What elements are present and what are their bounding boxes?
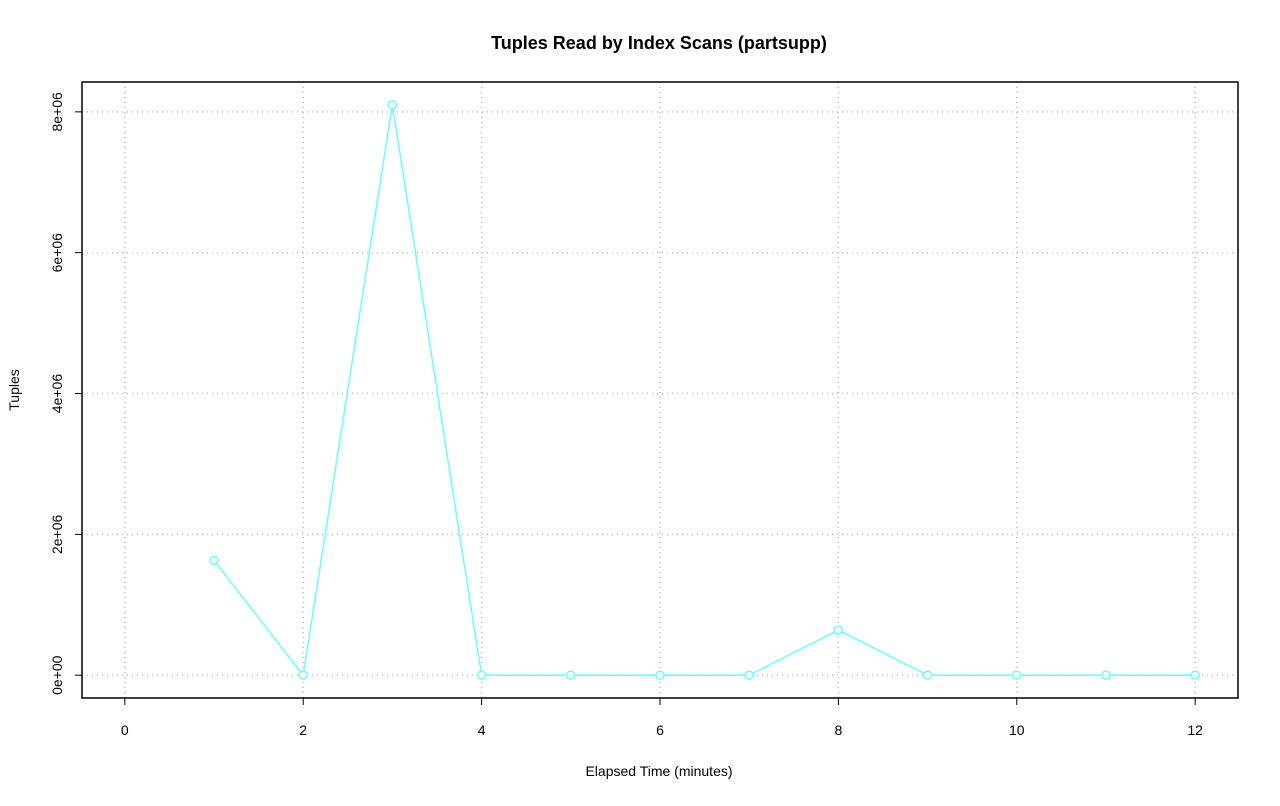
y-tick-label: 8e+06 bbox=[49, 92, 65, 132]
data-point bbox=[1190, 670, 1200, 680]
x-axis-label: Elapsed Time (minutes) bbox=[585, 763, 732, 779]
data-point bbox=[922, 670, 933, 680]
data-point bbox=[387, 100, 398, 110]
data-point bbox=[566, 670, 576, 680]
data-point bbox=[476, 670, 487, 680]
x-tick-label: 0 bbox=[121, 722, 129, 738]
y-tick-label: 0e+00 bbox=[49, 655, 65, 695]
data-point bbox=[1012, 670, 1022, 680]
plot-area: 0 2 4 6 8 10 12 0e+00 2e+06 4e+06 6e+06 8e+06 bbox=[49, 82, 1238, 738]
series-line bbox=[213, 104, 1196, 678]
data-point bbox=[209, 555, 219, 566]
x-tick-label: 8 bbox=[834, 722, 842, 738]
x-tick-label: 12 bbox=[1187, 722, 1203, 738]
data-point bbox=[1101, 670, 1111, 680]
data-point bbox=[744, 670, 754, 680]
x-tick-label: 2 bbox=[299, 722, 307, 738]
x-tick-label: 6 bbox=[656, 722, 664, 738]
y-axis-label: Tuples bbox=[6, 369, 22, 411]
plot-border bbox=[81, 81, 1239, 699]
y-tick-label: 4e+06 bbox=[49, 374, 65, 414]
data-point bbox=[655, 670, 665, 680]
y-tick-label: 2e+06 bbox=[49, 514, 65, 554]
y-tick-label: 6e+06 bbox=[49, 233, 65, 273]
x-tick-label: 4 bbox=[478, 722, 486, 738]
x-tick-label: 10 bbox=[1009, 722, 1025, 738]
data-point bbox=[298, 670, 308, 680]
chart-title: Tuples Read by Index Scans (partsupp) bbox=[491, 33, 827, 53]
data-point bbox=[833, 625, 844, 635]
